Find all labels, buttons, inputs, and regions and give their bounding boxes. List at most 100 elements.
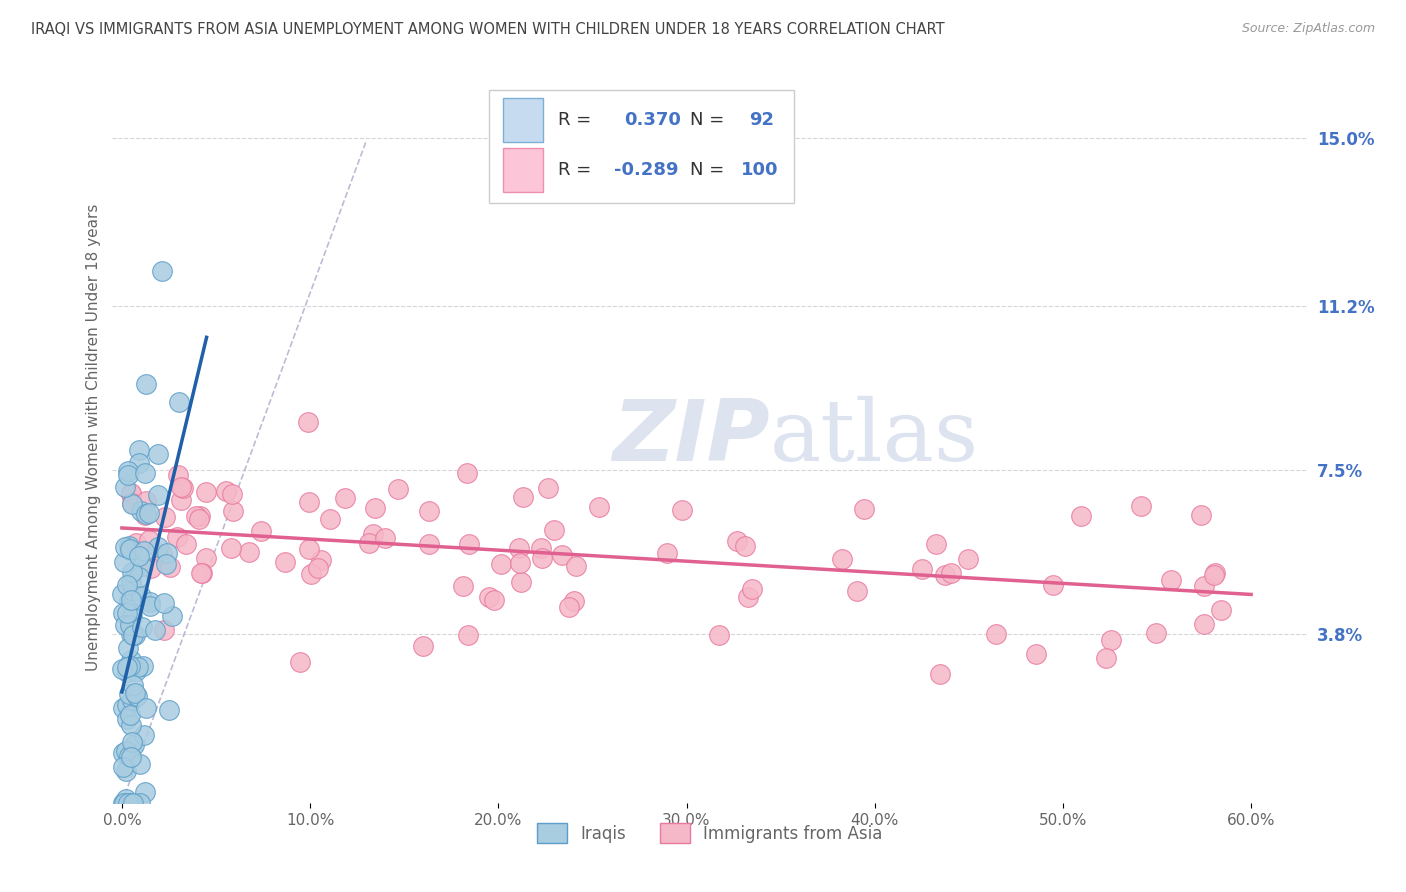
Point	[118, 539, 141, 553]
Point	[132, 659, 155, 673]
Point	[1194, 579, 1216, 593]
Point	[112, 796, 135, 810]
Text: R =: R =	[558, 112, 598, 129]
Point	[153, 596, 176, 610]
Point	[1189, 508, 1212, 523]
Point	[588, 500, 610, 514]
Point	[117, 640, 139, 655]
Point	[118, 593, 141, 607]
Point	[121, 497, 143, 511]
Point	[274, 555, 297, 569]
Point	[122, 592, 145, 607]
Point	[508, 541, 530, 556]
Point	[117, 468, 139, 483]
Point	[188, 508, 211, 523]
Point	[387, 482, 409, 496]
Point	[1204, 568, 1226, 582]
Point	[134, 544, 156, 558]
Point	[129, 796, 152, 810]
Point	[557, 599, 579, 614]
Point	[297, 541, 319, 556]
Point	[122, 583, 145, 598]
Point	[114, 764, 136, 778]
Point	[176, 536, 198, 550]
Point	[297, 415, 319, 429]
Point	[307, 561, 329, 575]
Point	[120, 543, 142, 558]
Point	[374, 532, 396, 546]
Point	[1025, 647, 1047, 661]
Text: N =: N =	[690, 112, 730, 129]
Point	[509, 574, 531, 589]
Point	[1160, 573, 1182, 587]
Point	[150, 548, 173, 562]
Text: -0.289: -0.289	[614, 161, 679, 179]
Point	[124, 535, 146, 549]
Point	[118, 749, 141, 764]
Point	[1204, 566, 1226, 581]
Point	[363, 500, 385, 515]
Point	[853, 502, 876, 516]
Point	[120, 486, 142, 500]
Point	[135, 493, 157, 508]
Point	[734, 539, 756, 553]
Text: 92: 92	[749, 112, 775, 129]
Point	[118, 708, 141, 723]
Point	[135, 507, 157, 521]
Point	[194, 485, 217, 500]
Point	[727, 534, 749, 549]
Point	[489, 557, 512, 571]
Point	[111, 587, 134, 601]
Point	[187, 511, 209, 525]
Point	[846, 583, 869, 598]
Point	[156, 546, 179, 560]
Point	[509, 556, 531, 570]
Point	[134, 466, 156, 480]
Point	[135, 700, 157, 714]
Point	[152, 623, 174, 637]
Point	[453, 579, 475, 593]
Point	[910, 562, 932, 576]
Point	[150, 263, 173, 277]
Point	[709, 628, 731, 642]
Point	[1042, 578, 1064, 592]
Point	[298, 495, 321, 509]
Text: R =: R =	[558, 161, 598, 179]
Point	[128, 442, 150, 457]
Point	[363, 526, 385, 541]
Point	[121, 662, 143, 676]
Point	[132, 728, 155, 742]
Point	[121, 566, 143, 580]
Point	[155, 557, 177, 571]
Point	[131, 620, 153, 634]
Point	[118, 687, 141, 701]
Point	[1099, 633, 1122, 648]
Point	[138, 599, 160, 613]
Point	[128, 549, 150, 563]
Point	[129, 590, 152, 604]
Text: IRAQI VS IMMIGRANTS FROM ASIA UNEMPLOYMENT AMONG WOMEN WITH CHILDREN UNDER 18 YE: IRAQI VS IMMIGRANTS FROM ASIA UNEMPLOYME…	[31, 22, 945, 37]
Point	[170, 480, 193, 494]
Point	[122, 796, 145, 810]
Point	[169, 395, 191, 409]
Point	[115, 792, 138, 806]
Point	[166, 530, 188, 544]
Point	[135, 377, 157, 392]
Point	[359, 536, 381, 550]
Point	[111, 606, 134, 620]
Point	[138, 506, 160, 520]
Point	[121, 495, 143, 509]
Point	[1144, 626, 1167, 640]
Point	[530, 541, 553, 556]
Point	[120, 575, 142, 590]
Point	[120, 592, 142, 607]
Point	[120, 575, 142, 590]
Point	[112, 555, 135, 569]
Point	[122, 738, 145, 752]
Text: N =: N =	[690, 161, 730, 179]
Point	[219, 541, 242, 556]
Text: 0.370: 0.370	[624, 112, 681, 129]
Point	[215, 484, 238, 499]
Point	[121, 692, 143, 706]
Point	[131, 558, 153, 573]
